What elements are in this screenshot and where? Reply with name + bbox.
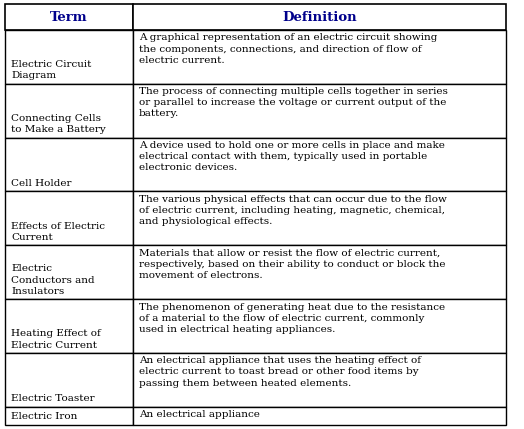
Text: Electric
Conductors and
Insulators: Electric Conductors and Insulators [11, 265, 95, 296]
FancyBboxPatch shape [133, 245, 506, 299]
Text: A graphical representation of an electric circuit showing
the components, connec: A graphical representation of an electri… [139, 33, 437, 65]
Text: Electric Circuit
Diagram: Electric Circuit Diagram [11, 60, 92, 80]
FancyBboxPatch shape [133, 138, 506, 191]
FancyBboxPatch shape [5, 138, 133, 191]
FancyBboxPatch shape [5, 299, 133, 353]
Text: Definition: Definition [282, 11, 356, 24]
Text: Effects of Electric
Current: Effects of Electric Current [11, 222, 105, 242]
Text: An electrical appliance that uses the heating effect of
electric current to toas: An electrical appliance that uses the he… [139, 356, 421, 387]
Text: Cell Holder: Cell Holder [11, 179, 72, 188]
Text: Term: Term [50, 11, 88, 24]
FancyBboxPatch shape [5, 245, 133, 299]
Text: Electric Toaster: Electric Toaster [11, 394, 95, 403]
FancyBboxPatch shape [5, 4, 133, 30]
FancyBboxPatch shape [133, 4, 506, 30]
FancyBboxPatch shape [5, 191, 133, 245]
Text: The various physical effects that can occur due to the flow
of electric current,: The various physical effects that can oc… [139, 195, 447, 226]
FancyBboxPatch shape [133, 30, 506, 84]
Text: An electrical appliance: An electrical appliance [139, 410, 260, 419]
FancyBboxPatch shape [133, 191, 506, 245]
FancyBboxPatch shape [133, 353, 506, 407]
Text: Connecting Cells
to Make a Battery: Connecting Cells to Make a Battery [11, 114, 106, 134]
FancyBboxPatch shape [133, 299, 506, 353]
Text: Heating Effect of
Electric Current: Heating Effect of Electric Current [11, 329, 101, 350]
Text: A device used to hold one or more cells in place and make
electrical contact wit: A device used to hold one or more cells … [139, 141, 445, 172]
FancyBboxPatch shape [5, 353, 133, 407]
FancyBboxPatch shape [133, 407, 506, 425]
Text: The phenomenon of generating heat due to the resistance
of a material to the flo: The phenomenon of generating heat due to… [139, 302, 445, 334]
FancyBboxPatch shape [5, 407, 133, 425]
Text: Materials that allow or resist the flow of electric current,
respectively, based: Materials that allow or resist the flow … [139, 249, 445, 280]
Text: The process of connecting multiple cells together in series
or parallel to incre: The process of connecting multiple cells… [139, 87, 448, 118]
Text: Electric Iron: Electric Iron [11, 412, 78, 421]
FancyBboxPatch shape [5, 30, 133, 84]
FancyBboxPatch shape [5, 84, 133, 138]
FancyBboxPatch shape [133, 84, 506, 138]
